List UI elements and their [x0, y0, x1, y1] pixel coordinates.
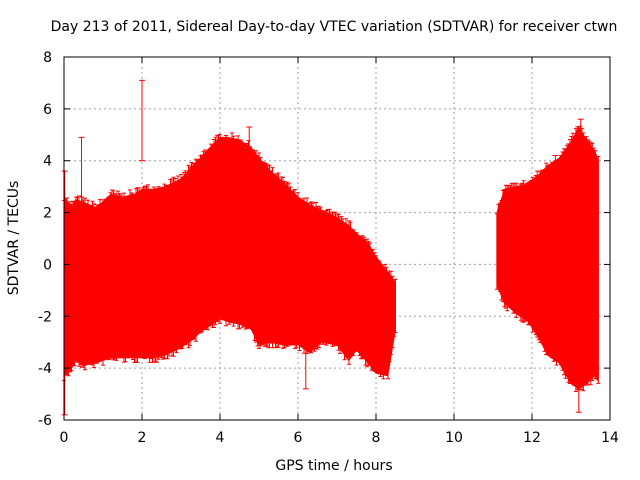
- x-tick-label: 14: [601, 430, 619, 446]
- outlier-error-bar: [575, 354, 582, 413]
- y-tick-label: -6: [38, 413, 52, 429]
- y-axis: -6 -4 -2 0 2 4 6 8: [38, 50, 610, 429]
- x-tick-label: 6: [294, 430, 303, 446]
- series-error-caps: [494, 125, 601, 392]
- outlier-error-bar: [139, 79, 145, 162]
- outlier-error-bar: [552, 155, 559, 214]
- y-axis-label: SDTVAR / TECUs: [6, 181, 22, 296]
- series-2: [494, 125, 601, 392]
- outlier-error-bar: [302, 346, 309, 390]
- x-tick-label: 2: [138, 430, 147, 446]
- plot-frame: [63, 56, 611, 421]
- x-tick-label: 10: [445, 430, 463, 446]
- series-group: [62, 125, 601, 392]
- x-tick-label: 8: [372, 430, 381, 446]
- outlier-error-bar: [577, 118, 584, 157]
- y-tick-label: 4: [43, 154, 52, 170]
- x-tick-label: 12: [523, 430, 541, 446]
- y-tick-label: 2: [43, 206, 52, 222]
- outlier-group: [61, 79, 584, 416]
- y-tick-label: -2: [38, 309, 52, 325]
- y-tick-label: 0: [43, 257, 52, 273]
- series-error-bars: [496, 126, 599, 392]
- x-tick-label: 4: [216, 430, 225, 446]
- outlier-error-bar: [61, 170, 68, 416]
- y-tick-label: -4: [38, 361, 52, 377]
- x-axis: 0 2 4 6 8 10 12 14: [60, 57, 619, 446]
- outlier-error-bar: [246, 126, 253, 188]
- outlier-error-bar: [78, 136, 85, 317]
- chart-title: Day 213 of 2011, Sidereal Day-to-day VTE…: [51, 19, 618, 35]
- y-tick-label: 6: [43, 102, 52, 118]
- y-tick-label: 8: [43, 50, 52, 66]
- x-tick-label: 0: [60, 430, 69, 446]
- series-1: [62, 132, 398, 382]
- x-axis-label: GPS time / hours: [275, 458, 392, 474]
